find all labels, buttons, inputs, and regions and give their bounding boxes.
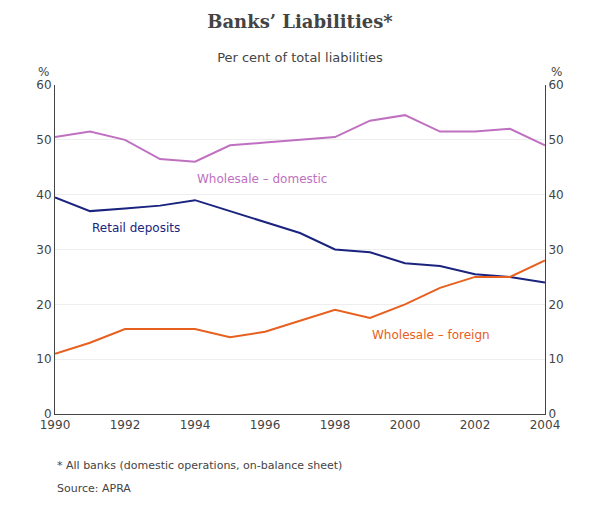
svg-text:Retail deposits: Retail deposits: [92, 221, 180, 235]
svg-text:0: 0: [44, 407, 52, 421]
svg-text:30: 30: [548, 243, 563, 257]
svg-text:1994: 1994: [180, 418, 211, 432]
svg-text:50: 50: [548, 133, 563, 147]
svg-text:20: 20: [36, 298, 51, 312]
svg-text:30: 30: [36, 243, 51, 257]
svg-text:* All banks (domestic operatio: * All banks (domestic operations, on-bal…: [57, 459, 342, 472]
svg-text:10: 10: [548, 352, 563, 366]
svg-text:1992: 1992: [110, 418, 141, 432]
svg-text:%: %: [551, 65, 562, 79]
svg-text:2000: 2000: [390, 418, 421, 432]
svg-text:1998: 1998: [320, 418, 351, 432]
svg-text:20: 20: [548, 298, 563, 312]
svg-text:1990: 1990: [40, 418, 71, 432]
svg-text:50: 50: [36, 133, 51, 147]
svg-text:60: 60: [548, 78, 563, 92]
svg-text:Per cent of total liabilities: Per cent of total liabilities: [217, 50, 383, 65]
svg-text:10: 10: [36, 352, 51, 366]
svg-text:60: 60: [36, 78, 51, 92]
svg-text:40: 40: [36, 188, 51, 202]
svg-text:Source: APRA: Source: APRA: [57, 482, 131, 495]
svg-text:2002: 2002: [460, 418, 491, 432]
svg-text:Banks’ Liabilities*: Banks’ Liabilities*: [207, 11, 393, 32]
svg-text:0: 0: [548, 407, 556, 421]
svg-text:1996: 1996: [250, 418, 281, 432]
svg-text:Wholesale – foreign: Wholesale – foreign: [372, 328, 490, 342]
svg-text:Wholesale – domestic: Wholesale – domestic: [197, 172, 327, 186]
svg-text:%: %: [38, 65, 49, 79]
svg-text:40: 40: [548, 188, 563, 202]
svg-text:2004: 2004: [530, 418, 561, 432]
